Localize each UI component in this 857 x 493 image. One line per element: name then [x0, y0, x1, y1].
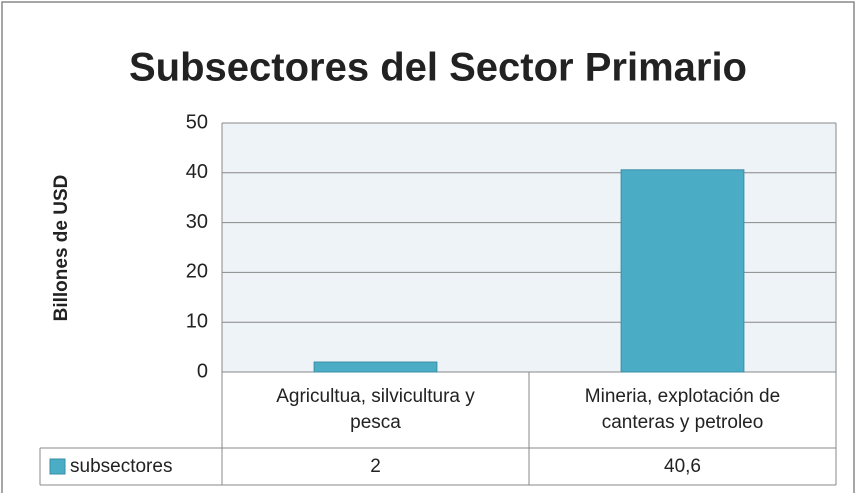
y-tick-label: 40	[186, 161, 208, 183]
legend-key	[49, 458, 66, 475]
category-label: Agricultua, silvicultura y pesca	[276, 386, 475, 433]
y-tick-label: 10	[186, 310, 208, 332]
table-value: 40,6	[664, 455, 701, 477]
legend-label: subsectores	[70, 455, 173, 477]
y-tick-label: 20	[186, 261, 208, 283]
y-tick-label: 30	[186, 211, 208, 233]
bar	[313, 361, 438, 373]
bar	[620, 169, 745, 373]
y-tick-label: 0	[197, 360, 208, 382]
category-label: Mineria, explotación de canteras y petro…	[584, 386, 781, 433]
y-axis-label: Billones de USD	[51, 175, 72, 322]
chart-title: Subsectores del Sector Primario	[129, 46, 747, 90]
y-tick-label: 50	[186, 111, 208, 133]
table-value: 2	[370, 455, 381, 477]
